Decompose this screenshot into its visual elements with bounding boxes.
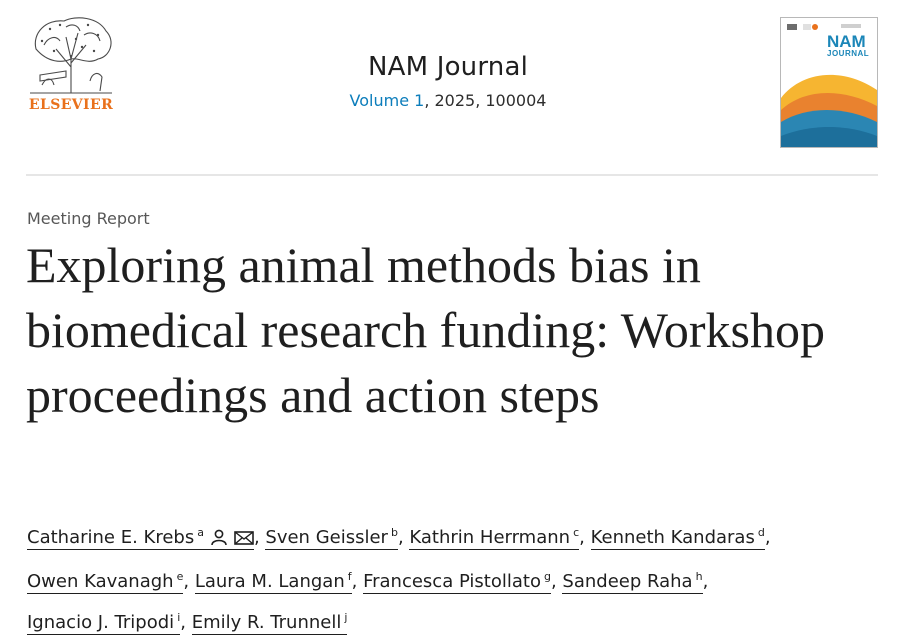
author-link[interactable]: Kenneth Kandaras d: [590, 526, 765, 550]
author-link[interactable]: Sandeep Raha h: [562, 570, 703, 594]
author-link[interactable]: Catharine E. Krebs a: [27, 526, 254, 550]
journal-cover-thumbnail[interactable]: NAM JOURNAL: [780, 17, 878, 148]
cover-artwork: [781, 24, 877, 147]
author-link[interactable]: Ignacio J. Tripodi i: [27, 611, 181, 635]
header-divider: [26, 174, 878, 176]
article-title: Exploring animal methods bias in biomedi…: [26, 237, 825, 423]
person-icon: [210, 523, 228, 559]
author-link[interactable]: Kathrin Herrmann c: [409, 526, 580, 550]
author-list: Catharine E. Krebs a, Sven Geissler b, Kat…: [27, 515, 887, 641]
elsevier-tree-logo: [26, 15, 116, 119]
author-link[interactable]: Sven Geissler b: [265, 526, 398, 550]
year-article-number: , 2025, 100004: [424, 91, 547, 110]
author-link[interactable]: Owen Kavanagh e: [27, 570, 184, 594]
cover-title: NAM JOURNAL: [827, 32, 870, 58]
tree-icon: [30, 17, 112, 94]
author-link[interactable]: Laura M. Langan f: [194, 570, 352, 594]
envelope-icon: [234, 523, 254, 559]
journal-meta: Volume 1, 2025, 100004: [300, 91, 596, 110]
journal-header: NAM Journal Volume 1, 2025, 100004: [300, 52, 596, 110]
author-link[interactable]: Emily R. Trunnell j: [191, 611, 348, 635]
journal-name[interactable]: NAM Journal: [367, 52, 529, 82]
article-type-label: Meeting Report: [27, 209, 150, 228]
volume-link[interactable]: Volume 1: [349, 91, 425, 110]
publisher-name[interactable]: ELSEVIER: [28, 97, 114, 113]
author-link[interactable]: Francesca Pistollato g: [363, 570, 551, 594]
